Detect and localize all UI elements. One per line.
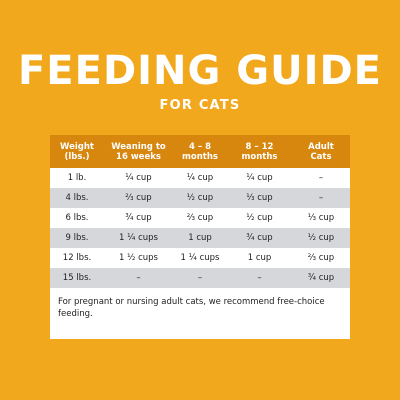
table-row: 1 lb. ¼ cup ¼ cup ¼ cup – — [50, 168, 350, 188]
months-8-12-cell: ½ cup — [246, 213, 273, 223]
header-adult-cats: Adult Cats — [308, 141, 334, 162]
weaning-cell: – — [136, 273, 141, 283]
adult-cell: – — [318, 173, 324, 183]
months-4-8-cell: ¼ cup — [186, 173, 214, 183]
header-weight: Weight (lbs.) — [60, 141, 94, 162]
months-4-8-cell: 1 ¼ cups — [180, 253, 220, 263]
months-4-8-cell: 1 cup — [188, 233, 212, 243]
table-row: 6 lbs. ¾ cup ⅔ cup ½ cup ⅓ cup — [50, 208, 350, 228]
weaning-cell: 1 ½ cups — [119, 253, 158, 263]
weight-cell: 4 lbs. — [65, 193, 89, 203]
weight-cell: 12 lbs. — [62, 253, 92, 263]
header-weaning: Weaning to 16 weeks — [111, 141, 166, 162]
months-4-8-cell: ⅔ cup — [186, 213, 214, 223]
weaning-cell: ¼ cup — [125, 173, 152, 183]
months-8-12-cell: ⅓ cup — [246, 193, 273, 203]
weaning-cell: 1 ¼ cups — [119, 233, 158, 243]
feeding-table-card: Weight (lbs.) Weaning to 16 weeks 4 – 8 mon… — [50, 135, 350, 339]
adult-cell: ⅓ cup — [307, 213, 335, 223]
page-title: FEEDING GUIDE — [17, 48, 382, 94]
months-8-12-cell: – — [257, 273, 262, 283]
months-8-12-cell: ¾ cup — [246, 233, 273, 243]
feeding-note: For pregnant or nursing adult cats, we r… — [58, 297, 325, 319]
header-4-8-months: 4 – 8 months — [182, 141, 218, 162]
adult-cell: – — [318, 193, 324, 203]
weight-cell: 1 lb. — [67, 173, 87, 183]
header-8-12-months: 8 – 12 months — [241, 141, 278, 162]
weaning-cell: ¾ cup — [125, 213, 152, 223]
months-4-8-cell: ½ cup — [186, 193, 214, 203]
weight-cell: 9 lbs. — [65, 233, 89, 243]
weight-cell: 15 lbs. — [62, 273, 92, 283]
weaning-cell: ⅔ cup — [125, 193, 152, 203]
table-row: 9 lbs. 1 ¼ cups 1 cup ¾ cup ½ cup — [50, 228, 350, 248]
months-8-12-cell: 1 cup — [247, 253, 272, 263]
table-row: 15 lbs. – – – ¾ cup — [50, 268, 350, 288]
months-8-12-cell: ¼ cup — [246, 173, 273, 183]
adult-cell: ½ cup — [307, 233, 335, 243]
adult-cell: ⅔ cup — [307, 253, 335, 263]
table-header: Weight (lbs.) Weaning to 16 weeks 4 – 8 mon… — [50, 135, 350, 168]
weight-cell: 6 lbs. — [65, 213, 89, 223]
table-row: 12 lbs. 1 ½ cups 1 ¼ cups 1 cup ⅔ cup — [50, 248, 350, 268]
page-subtitle: FOR CATS — [159, 98, 241, 113]
adult-cell: ¾ cup — [307, 273, 335, 283]
months-4-8-cell: – — [197, 273, 203, 283]
table-row: 4 lbs. ⅔ cup ½ cup ⅓ cup – — [50, 188, 350, 208]
